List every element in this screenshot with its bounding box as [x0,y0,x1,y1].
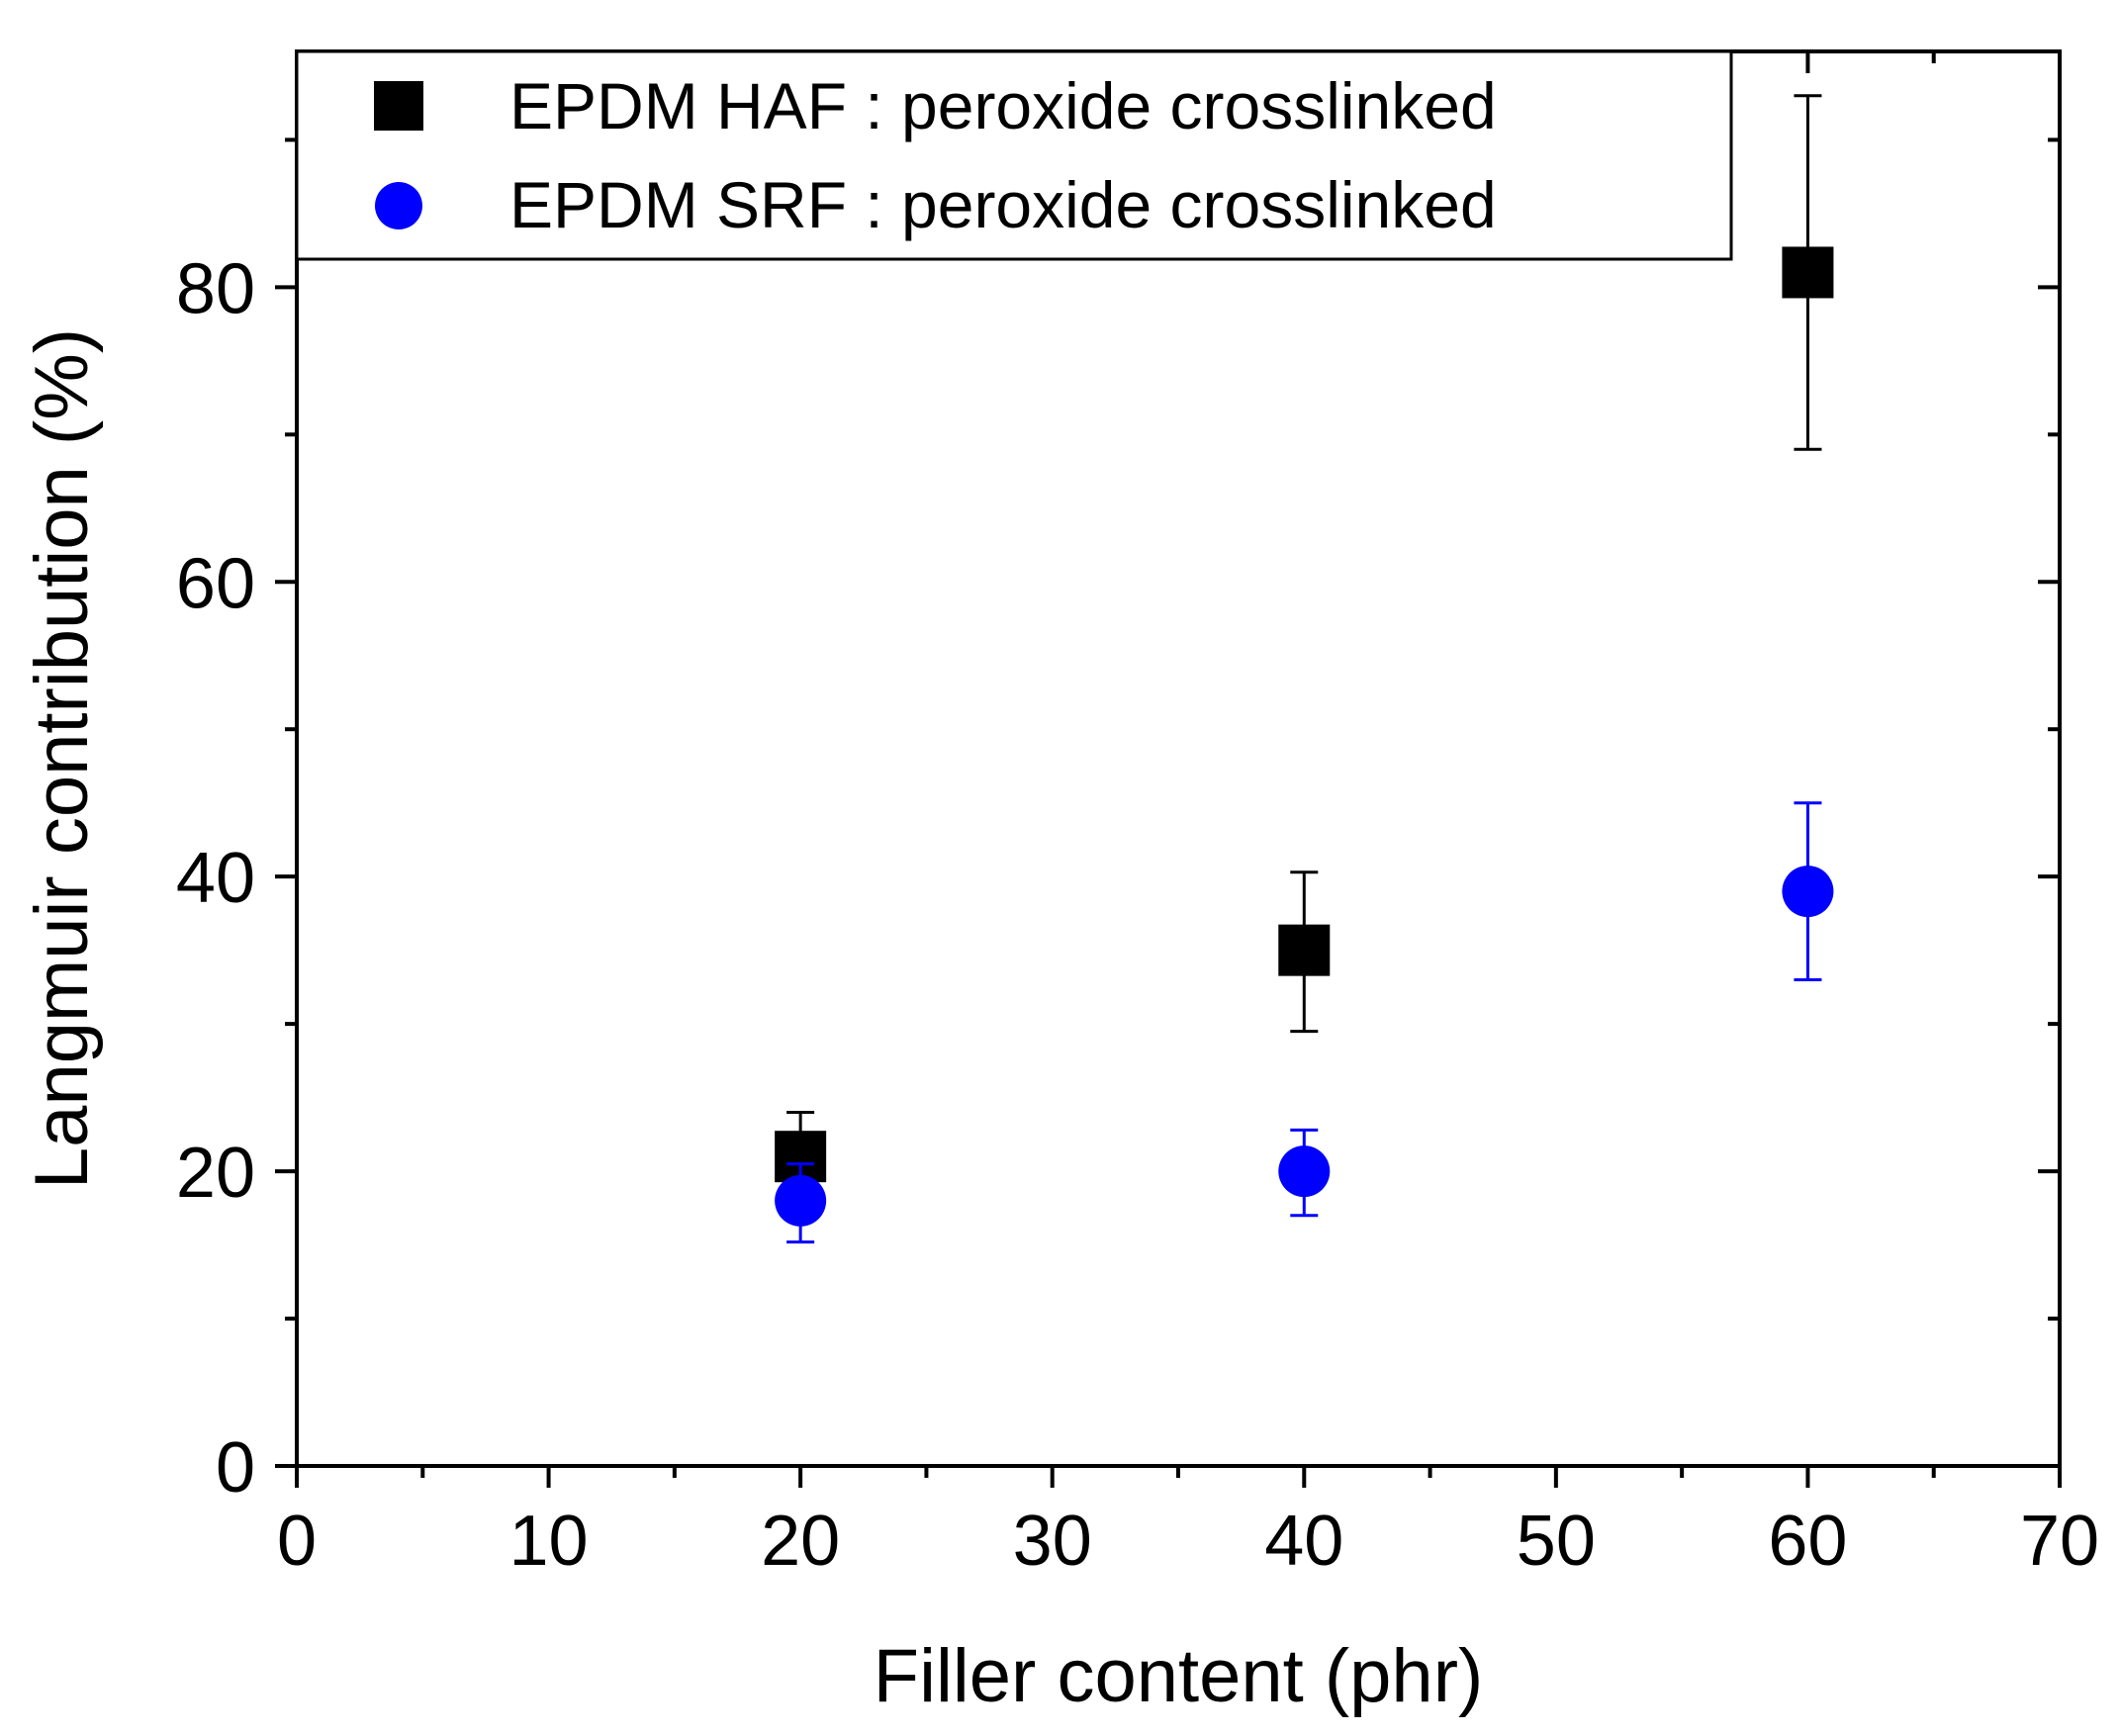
data-point-haf [1278,924,1331,976]
x-tick-label: 60 [1768,1502,1847,1581]
y-tick-label: 60 [176,544,255,623]
legend: EPDM HAF : peroxide crosslinked EPDM SRF… [295,49,1733,261]
y-tick-label: 40 [176,839,255,918]
x-tick-label: 20 [761,1502,840,1581]
legend-label-srf: EPDM SRF : peroxide crosslinked [509,168,1497,241]
data-point-srf [1278,1145,1331,1198]
x-tick-label: 70 [2020,1502,2099,1581]
x-tick-label: 40 [1264,1502,1343,1581]
y-tick-label: 80 [176,249,255,328]
legend-box [295,49,1733,261]
legend-marker-haf [374,81,423,131]
y-tick-label: 20 [176,1134,255,1213]
legend-label-haf: EPDM HAF : peroxide crosslinked [509,69,1497,142]
y-tick-label: 0 [216,1428,255,1508]
data-point-haf [1782,246,1834,299]
y-axis-title: Langmuir contribution (%) [20,328,104,1189]
data-marks [775,94,1834,1244]
data-point-srf [775,1174,827,1227]
legend-marker-srf [375,182,422,229]
x-tick-label: 0 [277,1502,317,1581]
x-axis-title: Filler content (phr) [874,1634,1484,1718]
x-tick-label: 30 [1013,1502,1092,1581]
data-point-srf [1782,866,1834,918]
x-tick-label: 50 [1517,1502,1596,1581]
x-tick-label: 10 [509,1502,589,1581]
